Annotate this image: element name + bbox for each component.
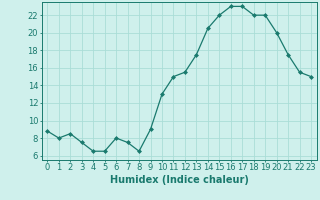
- X-axis label: Humidex (Indice chaleur): Humidex (Indice chaleur): [110, 175, 249, 185]
